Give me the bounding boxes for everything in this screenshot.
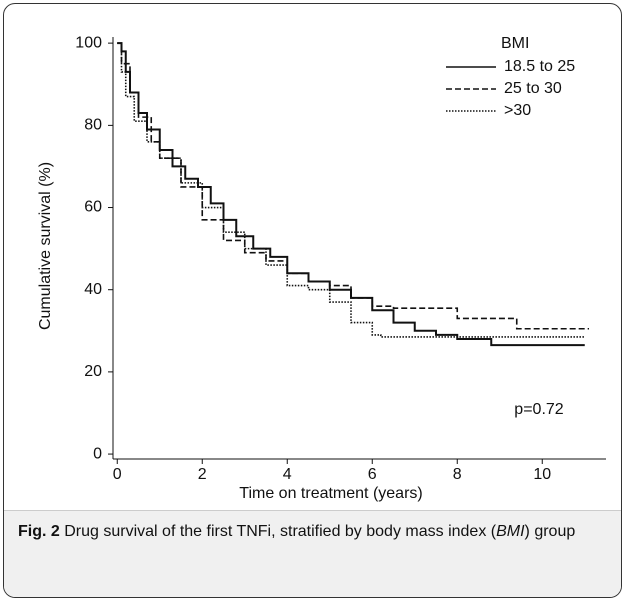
y-tick-label: 100 [75, 34, 102, 51]
caption: Fig. 2 Drug survival of the first TNFi, … [4, 510, 621, 597]
annotation: p=0.72 [514, 401, 563, 418]
caption-end: ) group [524, 523, 576, 540]
caption-label: Fig. 2 [18, 523, 60, 540]
caption-italic: BMI [496, 523, 525, 540]
x-tick-label: 10 [533, 466, 551, 483]
x-axis-title: Time on treatment (years) [239, 485, 422, 502]
legend-title: BMI [501, 35, 529, 52]
caption-text: Drug survival of the first TNFi, stratif… [64, 523, 497, 540]
legend-label: 25 to 30 [504, 80, 562, 97]
y-tick-label: 20 [84, 363, 102, 380]
y-axis-title: Cumulative survival (%) [37, 162, 54, 330]
y-tick-label: 40 [84, 281, 102, 298]
legend-label: 18.5 to 25 [504, 58, 575, 75]
legend-label: >30 [504, 102, 531, 119]
survival-line [117, 42, 585, 347]
y-tick-label: 60 [84, 199, 102, 216]
x-tick-label: 0 [113, 466, 122, 483]
x-tick-label: 2 [198, 466, 207, 483]
x-tick-label: 6 [368, 466, 377, 483]
chart: Time on treatment (years) Cumulative sur… [37, 34, 606, 502]
survival-line [117, 42, 589, 330]
x-tick-label: 4 [283, 466, 292, 483]
figure: Time on treatment (years) Cumulative sur… [3, 3, 622, 598]
y-tick-label: 80 [84, 117, 102, 134]
survival-line [117, 42, 585, 338]
x-tick-label: 8 [453, 466, 462, 483]
y-tick-label: 0 [93, 445, 102, 462]
